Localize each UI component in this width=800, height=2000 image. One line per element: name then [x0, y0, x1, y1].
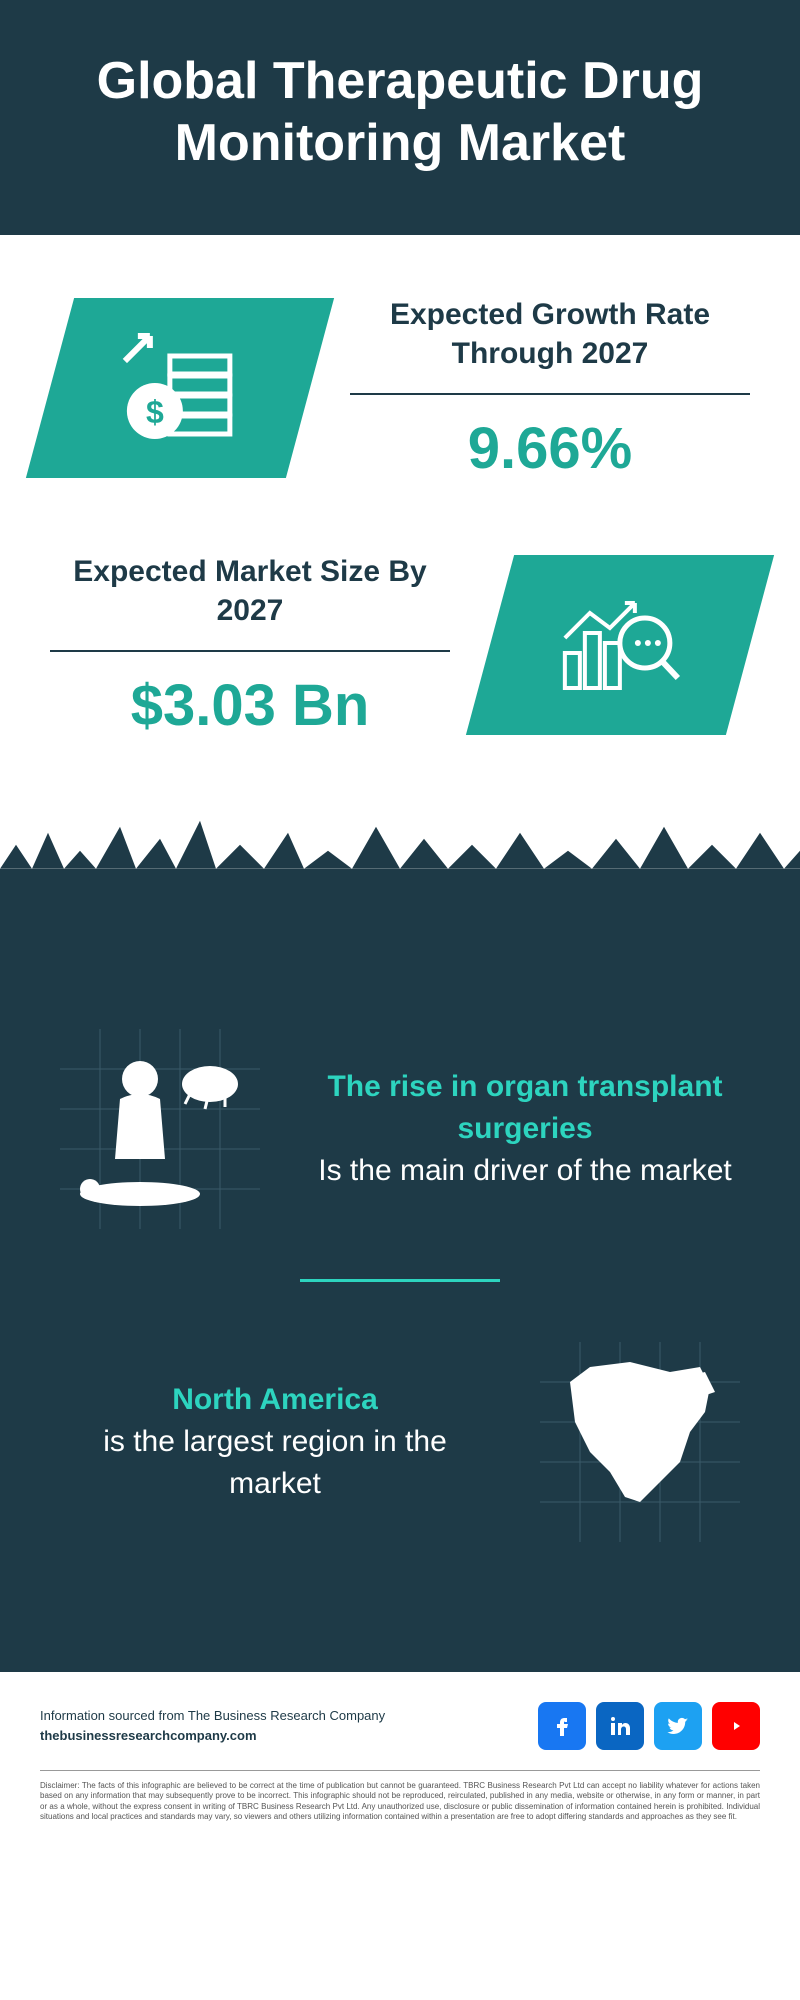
driver-text: The rise in organ transplant surgeries I… — [310, 1066, 740, 1192]
stat-text-block: Expected Market Size By 2027 $3.03 Bn — [50, 552, 450, 739]
driver-text: North America is the largest region in t… — [60, 1379, 490, 1505]
stats-section: $ Expected Growth Rate Through 2027 9.66… — [0, 235, 800, 869]
youtube-icon[interactable] — [712, 1702, 760, 1750]
skyline-divider — [0, 869, 800, 989]
page-title: Global Therapeutic Drug Monitoring Marke… — [40, 50, 760, 175]
stat-text-block: Expected Growth Rate Through 2027 9.66% — [350, 295, 750, 482]
driver-subtext: Is the main driver of the market — [318, 1154, 732, 1187]
stat-label: Expected Growth Rate Through 2027 — [350, 295, 750, 395]
facebook-icon[interactable] — [538, 1702, 586, 1750]
north-america-map-icon — [540, 1342, 740, 1542]
driver-north-america: North America is the largest region in t… — [60, 1342, 740, 1542]
surgery-icon — [60, 1029, 260, 1229]
stat-value: 9.66% — [350, 415, 750, 482]
source-line1: Information sourced from The Business Re… — [40, 1706, 385, 1726]
linkedin-icon[interactable] — [596, 1702, 644, 1750]
growth-icon-box: $ — [26, 298, 334, 478]
money-growth-icon: $ — [110, 326, 250, 451]
source-attribution: Information sourced from The Business Re… — [40, 1706, 385, 1745]
driver-organ-transplant: The rise in organ transplant surgeries I… — [60, 1029, 740, 1229]
drivers-section: The rise in organ transplant surgeries I… — [0, 989, 800, 1672]
chart-magnify-icon — [550, 583, 690, 708]
footer-top: Information sourced from The Business Re… — [40, 1702, 760, 1750]
driver-subtext: is the largest region in the market — [103, 1425, 447, 1500]
teal-divider — [300, 1279, 500, 1282]
footer-divider — [40, 1770, 760, 1771]
social-links — [538, 1702, 760, 1750]
svg-text:$: $ — [146, 394, 164, 430]
source-url: thebusinessresearchcompany.com — [40, 1726, 385, 1746]
footer: Information sourced from The Business Re… — [0, 1672, 800, 1843]
stat-value: $3.03 Bn — [50, 672, 450, 739]
driver-highlight: North America — [172, 1383, 378, 1416]
chart-icon-box — [466, 555, 774, 735]
disclaimer-text: Disclaimer: The facts of this infographi… — [40, 1781, 760, 1823]
stat-label: Expected Market Size By 2027 — [50, 552, 450, 652]
header: Global Therapeutic Drug Monitoring Marke… — [0, 0, 800, 235]
driver-highlight: The rise in organ transplant surgeries — [327, 1070, 722, 1145]
stat-market-size: Expected Market Size By 2027 $3.03 Bn — [50, 552, 750, 739]
twitter-icon[interactable] — [654, 1702, 702, 1750]
stat-growth-rate: $ Expected Growth Rate Through 2027 9.66… — [50, 295, 750, 482]
